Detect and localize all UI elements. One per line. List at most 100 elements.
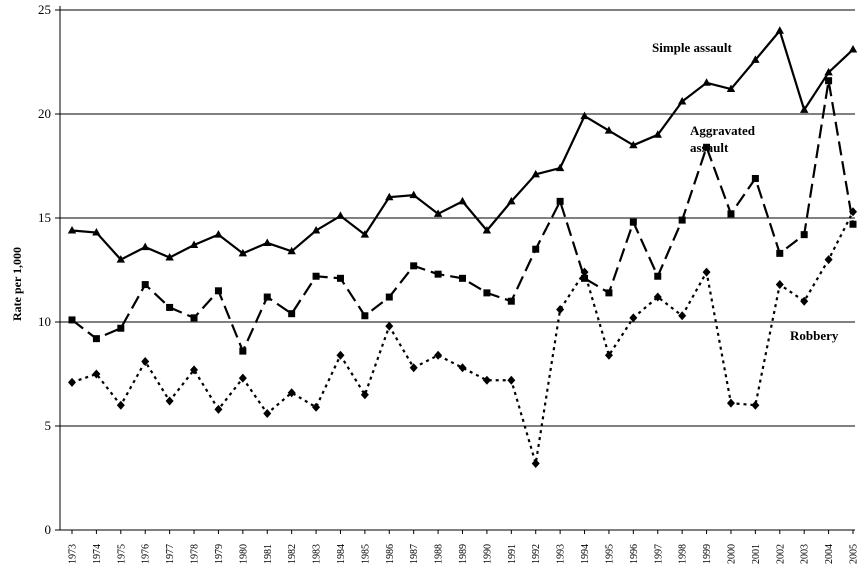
- x-tick-label: 1993: [556, 544, 567, 564]
- data-point: [311, 225, 321, 234]
- data-point: [287, 246, 296, 255]
- x-tick-label: 1981: [263, 544, 274, 564]
- data-point: [360, 390, 369, 400]
- data-point: [116, 255, 126, 263]
- data-point: [92, 369, 101, 379]
- series-group: [67, 26, 857, 468]
- data-point: [702, 267, 711, 277]
- series-robbery: [68, 207, 857, 468]
- data-point: [531, 169, 540, 178]
- x-tick-label: 1992: [531, 544, 542, 564]
- data-point: [751, 55, 760, 63]
- data-point: [238, 248, 248, 257]
- data-point: [556, 197, 564, 205]
- x-tick-label: 1979: [214, 544, 225, 564]
- data-point: [287, 388, 296, 398]
- data-point: [288, 310, 296, 318]
- data-point: [190, 314, 198, 322]
- data-point: [361, 312, 369, 320]
- data-point: [531, 458, 540, 468]
- series-aggravated-assault: [68, 77, 857, 355]
- data-point: [580, 267, 589, 277]
- data-point: [67, 225, 77, 234]
- data-point: [580, 111, 589, 120]
- data-point: [117, 324, 125, 332]
- x-tick-label: 1984: [336, 544, 347, 564]
- data-point: [581, 274, 589, 282]
- data-point: [653, 130, 662, 138]
- data-point: [483, 289, 491, 297]
- x-tick-label: 2003: [800, 544, 811, 564]
- annotation-aggravated-assault: assault: [690, 140, 729, 155]
- data-point: [263, 293, 271, 301]
- x-tick-label: 1982: [287, 544, 298, 564]
- data-point: [68, 316, 76, 324]
- y-tick-label: 0: [45, 522, 52, 537]
- data-point: [214, 230, 223, 238]
- data-point: [629, 218, 637, 226]
- data-point: [654, 272, 662, 280]
- x-tick-label: 1974: [92, 544, 103, 564]
- data-point: [507, 297, 515, 305]
- data-point: [141, 281, 149, 289]
- data-point: [604, 126, 614, 134]
- x-tick-label: 2001: [751, 544, 762, 564]
- data-point: [385, 321, 394, 331]
- annotation-robbery: Robbery: [790, 328, 839, 343]
- data-point: [336, 274, 344, 282]
- data-point: [409, 190, 418, 199]
- data-point: [434, 350, 443, 360]
- data-point: [141, 242, 150, 251]
- data-point: [239, 347, 247, 355]
- data-point: [653, 292, 662, 302]
- data-point: [849, 207, 857, 217]
- data-point: [312, 402, 321, 412]
- data-point: [824, 255, 833, 265]
- x-axis-ticks: 1973 1974 1975 1976 1977 1978 1979 1980 1981 1982…: [68, 530, 857, 564]
- x-tick-label: 1977: [165, 544, 176, 564]
- data-point: [507, 196, 516, 205]
- data-point: [214, 404, 223, 414]
- data-point: [189, 240, 199, 249]
- gridlines: [60, 9, 855, 427]
- data-point: [263, 409, 272, 419]
- data-point: [678, 311, 687, 321]
- y-tick-label: 20: [38, 106, 51, 121]
- data-point: [238, 373, 247, 383]
- data-point: [800, 296, 809, 306]
- y-tick-label: 25: [38, 2, 51, 17]
- y-tick-label: 15: [38, 210, 51, 225]
- x-tick-label: 2002: [775, 544, 786, 564]
- x-tick-label: 2005: [849, 544, 857, 564]
- data-point: [848, 45, 857, 53]
- data-point: [507, 375, 516, 385]
- axes: [59, 6, 855, 531]
- data-point: [482, 225, 492, 234]
- data-point: [678, 216, 686, 224]
- data-point: [605, 289, 613, 297]
- data-point: [555, 163, 565, 172]
- y-tick-label: 5: [45, 418, 52, 433]
- data-point: [556, 305, 565, 315]
- data-point: [263, 238, 272, 246]
- data-point: [410, 262, 418, 270]
- annotation-simple-assault: Simple assault: [652, 40, 732, 55]
- data-point: [409, 363, 418, 373]
- series-annotations: Simple assault Aggravated assault Robbery: [652, 40, 839, 343]
- annotation-aggravated-assault: Aggravated: [690, 123, 756, 138]
- x-tick-label: 1987: [409, 544, 420, 564]
- data-point: [800, 231, 808, 239]
- data-point: [68, 377, 76, 387]
- series-simple-assault: [67, 26, 857, 263]
- data-point: [336, 350, 345, 360]
- data-point: [703, 143, 711, 151]
- data-point: [532, 245, 540, 253]
- data-point: [165, 253, 174, 261]
- x-tick-label: 1980: [238, 544, 249, 564]
- x-tick-label: 1999: [702, 544, 713, 564]
- data-point: [385, 293, 393, 301]
- data-point: [629, 313, 638, 323]
- data-point: [433, 209, 443, 217]
- x-tick-label: 1985: [360, 544, 371, 564]
